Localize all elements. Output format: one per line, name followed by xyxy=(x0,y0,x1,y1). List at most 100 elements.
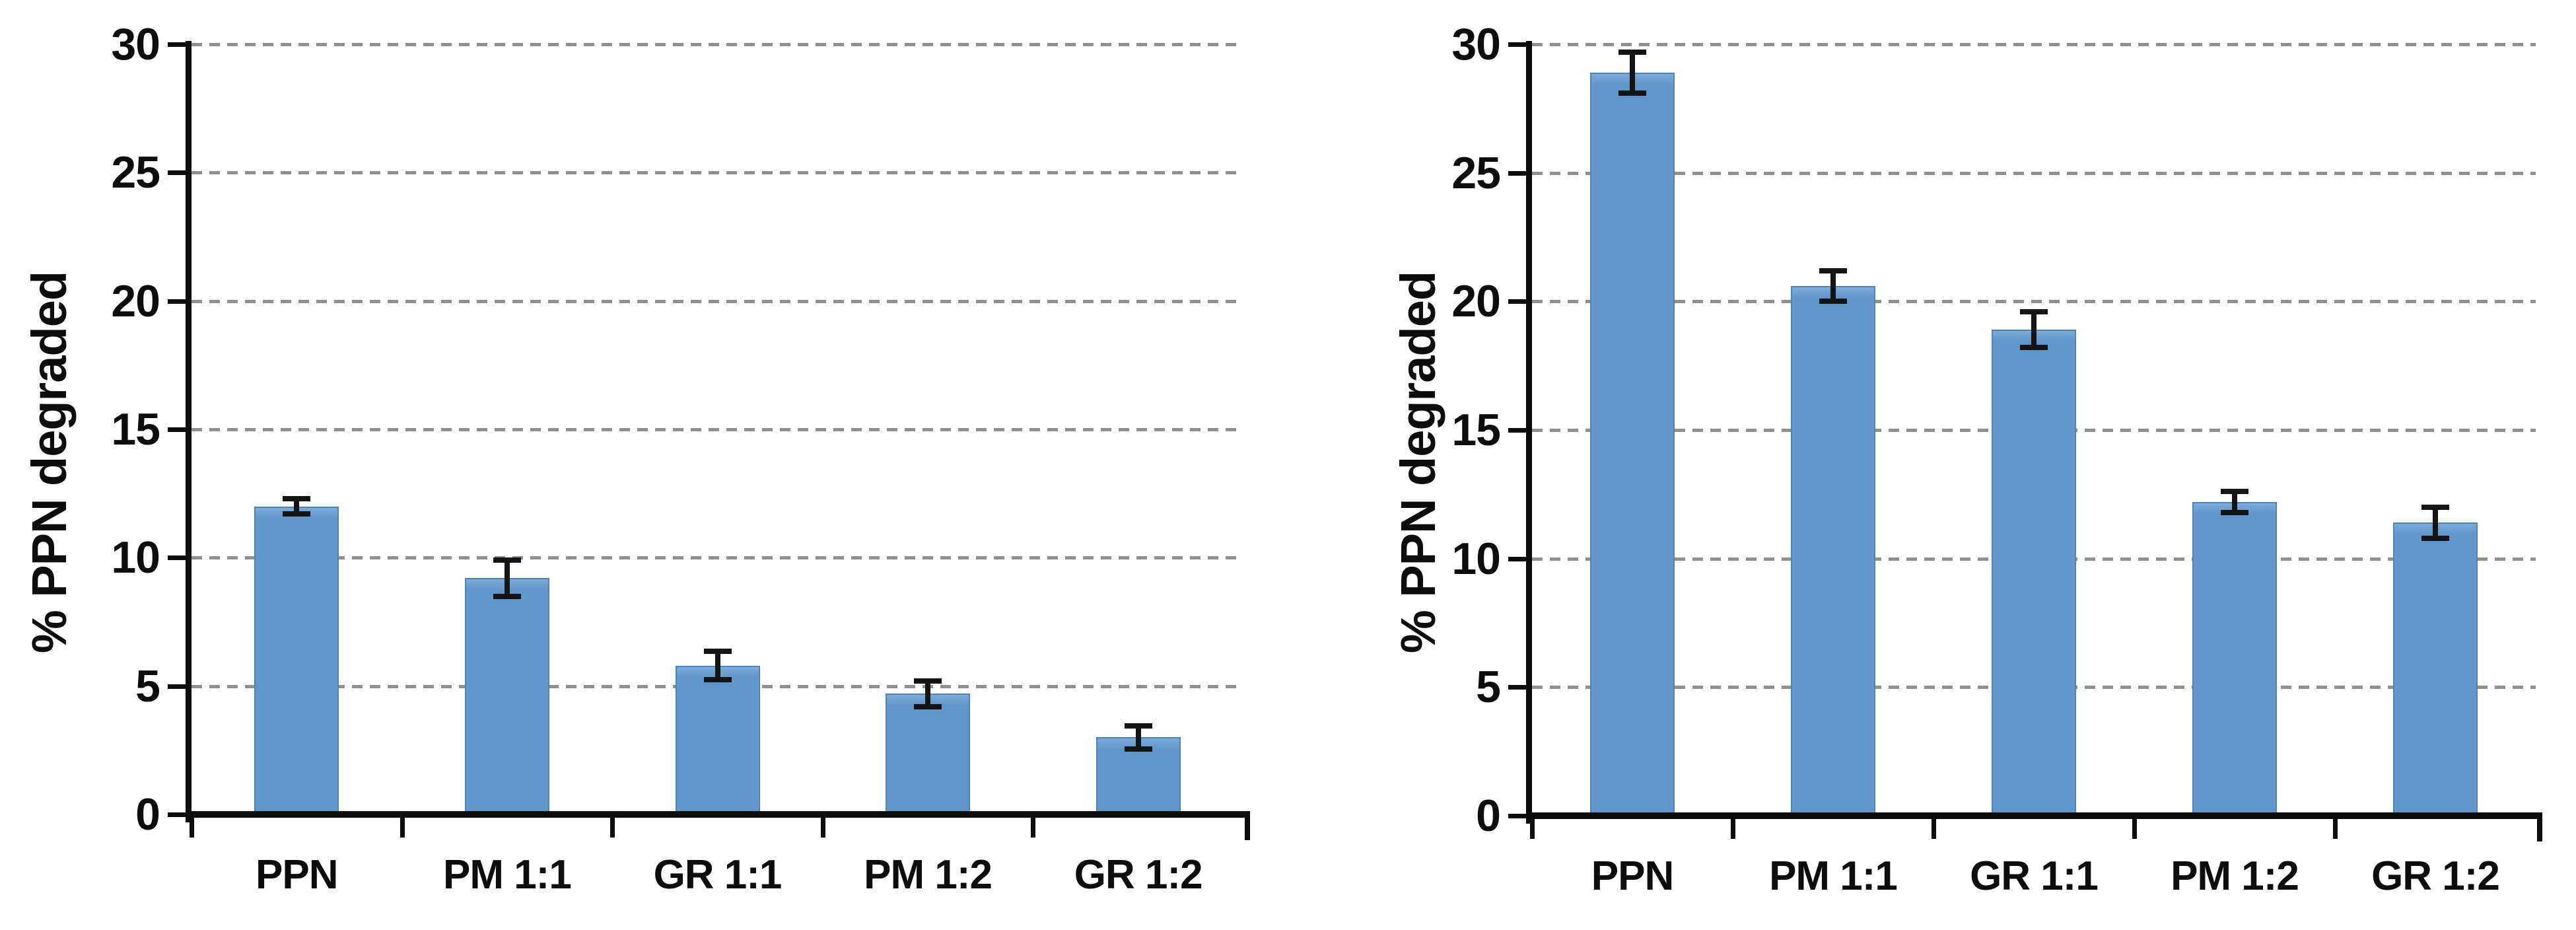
y-tick-label-5: 5 xyxy=(135,661,160,711)
bar-gr-1-1 xyxy=(1992,330,2076,812)
gridline-y20 xyxy=(1532,300,2536,304)
x-tick-2 xyxy=(1932,819,1936,839)
error-bar-line xyxy=(504,560,510,596)
error-bar-cap-bottom xyxy=(2421,535,2449,541)
error-bar-line xyxy=(1135,725,1141,749)
error-bar-cap-bottom xyxy=(2221,509,2248,515)
y-tick-label-15: 15 xyxy=(1451,405,1501,455)
error-bar-cap-top xyxy=(2020,308,2048,314)
error-bar-cap-bottom xyxy=(703,676,732,682)
y-tick-label-25: 25 xyxy=(111,147,160,198)
error-bar-cap-bottom xyxy=(1124,746,1152,752)
error-bar-cap-bottom xyxy=(1819,299,1847,304)
error-bar-cap-bottom xyxy=(283,511,311,517)
y-tick-label-20: 20 xyxy=(111,275,160,326)
category-label-4: PM 1:2 xyxy=(2171,853,2299,899)
gridline-y10 xyxy=(191,556,1243,560)
bar-gr-1-1 xyxy=(675,665,760,811)
y-tick-label-10: 10 xyxy=(111,532,160,583)
y-tick-0 xyxy=(168,812,191,817)
gridline-y15 xyxy=(191,428,1243,431)
error-bar-cap-top xyxy=(1619,49,1646,55)
y-tick-label-5: 5 xyxy=(1476,662,1501,713)
gridline-y30 xyxy=(1532,43,2536,46)
y-tick-10 xyxy=(1508,556,1532,561)
y-tick-25 xyxy=(1508,170,1532,176)
x-tick-0 xyxy=(1530,819,1535,839)
bar-pm-1-1 xyxy=(464,578,549,811)
category-label-1: PPN xyxy=(256,852,338,898)
x-tick-4 xyxy=(2333,819,2338,839)
error-bar-cap-top xyxy=(2221,489,2248,495)
gridline-y25 xyxy=(191,171,1243,175)
error-bar-line xyxy=(2232,491,2237,513)
error-bar-line xyxy=(2433,507,2438,538)
x-axis-end-tick xyxy=(2537,812,2542,841)
bar-pm-1-2 xyxy=(2192,502,2277,812)
y-tick-30 xyxy=(168,42,191,47)
error-bar-cap-bottom xyxy=(914,703,942,709)
y-tick-15 xyxy=(168,427,191,432)
category-label-5: GR 1:2 xyxy=(1074,852,1203,898)
category-label-1: PPN xyxy=(1591,853,1674,899)
error-bar-cap-top xyxy=(703,649,732,655)
error-bar-cap-top xyxy=(914,678,942,684)
x-axis-line xyxy=(1526,812,2542,819)
bar-pm-1-2 xyxy=(886,694,971,811)
y-tick-label-15: 15 xyxy=(111,404,160,454)
y-tick-20 xyxy=(168,299,191,304)
gridline-y25 xyxy=(1532,171,2536,175)
x-axis-line xyxy=(186,811,1250,818)
x-tick-1 xyxy=(1731,819,1735,839)
error-bar-line xyxy=(1630,52,1635,93)
y-tick-label-30: 30 xyxy=(111,19,160,69)
category-label-5: GR 1:2 xyxy=(2371,853,2500,899)
y-tick-label-10: 10 xyxy=(1451,533,1501,584)
y-tick-label-0: 0 xyxy=(135,789,160,840)
error-bar-cap-bottom xyxy=(2020,345,2048,351)
right-y-axis-title: % PPN degraded xyxy=(1391,271,1445,654)
category-label-3: GR 1:1 xyxy=(1970,853,2099,899)
error-bar-cap-top xyxy=(1124,723,1152,729)
x-tick-2 xyxy=(610,818,615,838)
y-tick-15 xyxy=(1508,428,1532,433)
y-tick-0 xyxy=(1508,814,1532,818)
x-tick-1 xyxy=(400,818,405,838)
category-label-3: GR 1:1 xyxy=(653,852,783,898)
bar-ppn xyxy=(254,506,339,811)
error-bar-cap-top xyxy=(1819,268,1847,273)
error-bar-cap-top xyxy=(493,557,521,563)
y-tick-10 xyxy=(168,555,191,561)
error-bar-line xyxy=(2031,311,2036,348)
y-tick-label-25: 25 xyxy=(1451,147,1501,198)
y-tick-label-0: 0 xyxy=(1476,791,1501,841)
x-tick-3 xyxy=(820,818,825,838)
bar-pm-1-1 xyxy=(1791,285,1875,812)
error-bar-cap-bottom xyxy=(493,593,521,599)
bar-ppn xyxy=(1590,72,1675,812)
category-label-2: PM 1:1 xyxy=(1769,853,1898,899)
error-bar-line xyxy=(714,651,720,680)
error-bar-line xyxy=(925,680,931,707)
x-tick-0 xyxy=(190,818,194,838)
error-bar-cap-top xyxy=(2421,504,2449,510)
gridline-y30 xyxy=(191,43,1243,46)
x-tick-3 xyxy=(2132,819,2137,839)
x-tick-4 xyxy=(1031,818,1036,838)
error-bar-line xyxy=(1830,270,1836,302)
category-label-2: PM 1:1 xyxy=(442,852,572,898)
gridline-y20 xyxy=(191,299,1243,303)
error-bar-cap-top xyxy=(283,495,311,501)
y-tick-20 xyxy=(1508,299,1532,304)
error-bar-cap-bottom xyxy=(1619,90,1646,96)
y-tick-label-20: 20 xyxy=(1451,276,1501,327)
y-tick-5 xyxy=(168,684,191,689)
category-label-4: PM 1:2 xyxy=(864,852,992,898)
error-bar-line xyxy=(294,498,300,515)
x-axis-end-tick xyxy=(1245,811,1250,840)
y-tick-30 xyxy=(1508,42,1532,47)
y-tick-5 xyxy=(1508,685,1532,690)
y-tick-label-30: 30 xyxy=(1451,19,1501,69)
bar-gr-1-2 xyxy=(2393,522,2478,812)
